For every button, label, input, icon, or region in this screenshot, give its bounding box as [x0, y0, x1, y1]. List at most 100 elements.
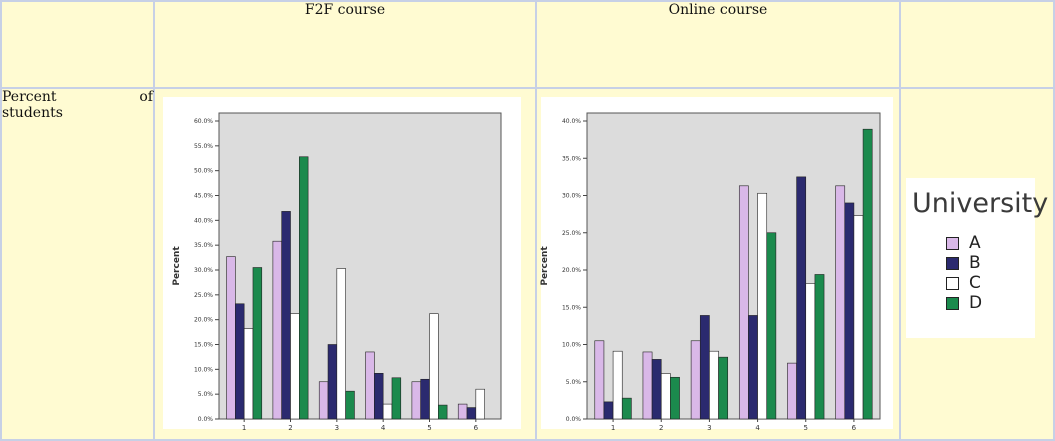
bar-d-5 [814, 274, 825, 420]
bar-b-3 [327, 344, 338, 420]
bar-b-5 [796, 176, 807, 420]
bar-d-1 [252, 267, 263, 420]
bar-c-6 [853, 215, 864, 420]
f2f-bar-chart: 0.0% 5.0% 10.0% 15.0% 20.0% 25.0% 30.0% 35.0% 40… [163, 97, 521, 432]
row-label-cell: Percent of students [0, 87, 155, 441]
y-tick-label: 10.0% [562, 342, 581, 349]
header-row: F2F course Online course [0, 0, 1055, 89]
bar-a-4 [365, 351, 375, 420]
bar-a-1 [226, 256, 236, 420]
bar-c-5 [805, 283, 816, 420]
x-tick-label: 2 [659, 424, 663, 432]
bar-a-3 [690, 340, 701, 420]
bar-d-2 [670, 376, 680, 420]
row-label-students: students [2, 105, 63, 121]
x-tick-label: 4 [755, 424, 760, 432]
bar-c-3 [336, 268, 346, 420]
x-tick-label: 5 [804, 424, 808, 432]
x-tick-label: 3 [335, 424, 339, 432]
row-label-percent: Percent [2, 89, 57, 105]
legend-swatch-d [946, 296, 959, 310]
y-tick-label: 50.0% [194, 168, 213, 175]
bar-b-5 [420, 378, 430, 420]
legend-swatch-a [946, 236, 959, 250]
y-tick-label: 35.0% [562, 155, 581, 162]
y-tick-label: 35.0% [194, 242, 213, 249]
bar-d-4 [391, 377, 402, 420]
y-tick-label: 55.0% [194, 143, 213, 150]
x-tick-label: 6 [852, 424, 857, 432]
y-tick-label: 30.0% [562, 193, 581, 200]
x-tick-label: 3 [707, 424, 711, 432]
bar-d-1 [621, 397, 632, 420]
y-tick-label: 45.0% [194, 193, 213, 200]
legend-swatch-b [946, 256, 959, 270]
bar-c-2 [660, 373, 671, 420]
legend-item-c: C [946, 273, 981, 293]
x-tick-label: 6 [474, 424, 479, 432]
bar-a-4 [738, 185, 749, 420]
row-label-of: of [139, 89, 153, 105]
bar-a-6 [835, 185, 846, 420]
bar-c-5 [429, 313, 439, 420]
bar-a-2 [642, 351, 653, 420]
y-tick-label: 15.0% [194, 342, 213, 349]
data-row: Percent of students 0.0% 5.0% 10.0% 15.0% 20.… [0, 87, 1055, 441]
bar-c-6 [475, 388, 485, 420]
bar-b-3 [699, 315, 710, 420]
legend-swatch-c [946, 276, 959, 290]
y-tick-label: 30.0% [194, 267, 213, 274]
bar-c-4 [757, 192, 768, 420]
header-online: Online course [535, 0, 901, 89]
legend-label-c: C [969, 273, 981, 293]
bar-a-5 [411, 381, 421, 420]
bar-b-4 [748, 315, 758, 420]
bar-b-6 [844, 202, 855, 420]
bar-b-4 [374, 373, 384, 420]
y-tick-label: 60.0% [194, 118, 213, 125]
y-tick-label: 20.0% [562, 267, 581, 274]
bar-d-6 [862, 128, 873, 420]
legend-label-d: D [969, 293, 983, 313]
bar-a-6 [457, 403, 468, 420]
plot-area [586, 112, 881, 420]
f2f-chart-cell: 0.0% 5.0% 10.0% 15.0% 20.0% 25.0% 30.0% 35.0% 40… [153, 87, 537, 441]
x-tick-label: 5 [427, 424, 431, 432]
bar-d-3 [345, 390, 355, 420]
legend-item-b: B [946, 253, 981, 273]
legend-label-a: A [969, 233, 981, 253]
y-axis-label: Percent [172, 246, 182, 286]
bar-d-5 [438, 404, 448, 420]
bar-c-4 [382, 403, 393, 420]
bar-b-2 [651, 359, 662, 420]
header-cell-empty [0, 0, 155, 89]
bar-c-1 [612, 350, 623, 420]
y-tick-label: 20.0% [194, 317, 213, 324]
y-tick-label: 10.0% [194, 366, 213, 373]
x-tick-label: 1 [611, 424, 615, 432]
y-tick-label: 40.0% [194, 217, 213, 224]
bar-b-1 [603, 401, 614, 420]
bar-b-1 [235, 303, 245, 420]
header-f2f: F2F course [153, 0, 537, 89]
y-axis-label: Percent [540, 246, 550, 286]
y-tick-label: 5.0% [198, 391, 214, 398]
bar-a-5 [787, 362, 797, 420]
university-legend: University A B C D [906, 178, 1048, 338]
bar-a-1 [594, 340, 605, 420]
bar-d-3 [718, 356, 729, 420]
bar-b-6 [466, 407, 477, 420]
bar-c-3 [709, 350, 719, 420]
legend-label-b: B [969, 253, 981, 273]
bar-c-1 [243, 328, 254, 420]
bar-c-2 [290, 313, 300, 420]
bar-b-2 [281, 211, 291, 420]
legend-title: University [912, 188, 1049, 219]
bar-d-4 [766, 232, 777, 420]
y-tick-label: 40.0% [562, 118, 581, 125]
header-cell-legend [899, 0, 1055, 89]
legend-item-a: A [946, 233, 981, 253]
x-tick-label: 4 [381, 424, 386, 432]
legend-item-d: D [946, 293, 983, 313]
bar-d-2 [299, 156, 309, 420]
